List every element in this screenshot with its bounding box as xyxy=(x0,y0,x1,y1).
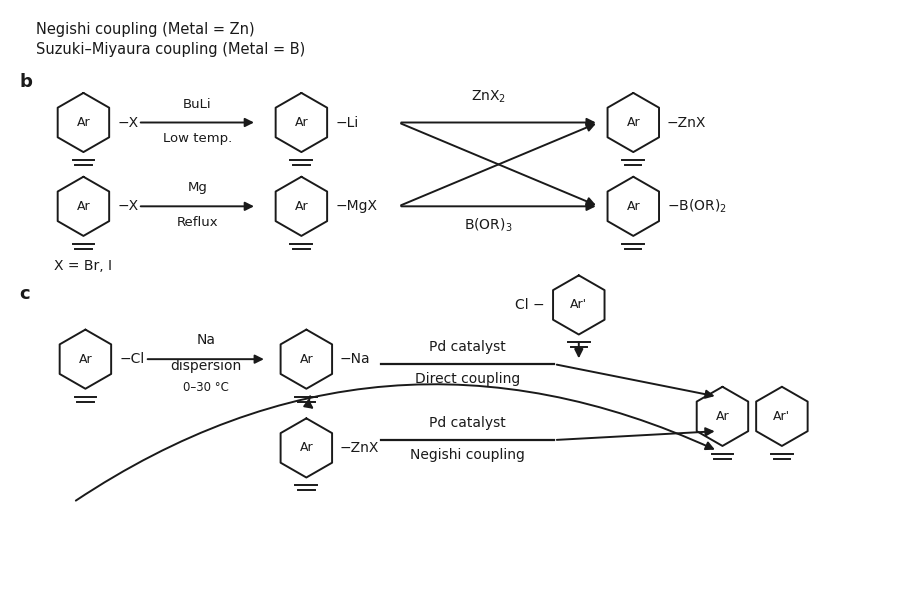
Text: Ar: Ar xyxy=(78,353,92,365)
Text: −B(OR)$_2$: −B(OR)$_2$ xyxy=(667,197,727,215)
Text: Pd catalyst: Pd catalyst xyxy=(429,416,506,430)
Text: Direct coupling: Direct coupling xyxy=(415,372,520,386)
FancyArrowPatch shape xyxy=(304,396,312,407)
Text: Ar: Ar xyxy=(626,116,640,129)
Text: dispersion: dispersion xyxy=(170,359,241,373)
Text: Ar': Ar' xyxy=(773,410,790,423)
Text: Cl −: Cl − xyxy=(516,298,545,312)
Text: Ar: Ar xyxy=(716,410,729,423)
Text: Ar': Ar' xyxy=(571,298,588,311)
Text: Negishi coupling (Metal = Zn): Negishi coupling (Metal = Zn) xyxy=(36,22,255,37)
FancyArrowPatch shape xyxy=(76,384,713,500)
Text: Ar: Ar xyxy=(300,353,313,365)
Text: Suzuki–Miyaura coupling (Metal = B): Suzuki–Miyaura coupling (Metal = B) xyxy=(36,41,305,56)
Text: ZnX$_2$: ZnX$_2$ xyxy=(471,88,506,105)
Text: Pd catalyst: Pd catalyst xyxy=(429,340,506,354)
Text: X = Br, I: X = Br, I xyxy=(54,259,112,272)
Text: Mg: Mg xyxy=(187,181,207,194)
Text: Low temp.: Low temp. xyxy=(163,133,232,145)
Text: Ar: Ar xyxy=(300,442,313,454)
Text: Ar: Ar xyxy=(76,116,90,129)
Text: −Li: −Li xyxy=(335,115,358,130)
Text: Ar: Ar xyxy=(294,200,308,213)
Text: Reflux: Reflux xyxy=(176,216,218,229)
Text: −X: −X xyxy=(117,199,139,214)
Text: B(OR)$_3$: B(OR)$_3$ xyxy=(464,216,513,233)
Text: −ZnX: −ZnX xyxy=(340,441,380,455)
Text: c: c xyxy=(19,285,30,303)
Text: Negishi coupling: Negishi coupling xyxy=(410,448,525,462)
Text: Na: Na xyxy=(196,334,215,347)
Text: Ar: Ar xyxy=(76,200,90,213)
Text: 0–30 °C: 0–30 °C xyxy=(183,381,229,394)
Text: −Cl: −Cl xyxy=(119,352,144,366)
Text: −ZnX: −ZnX xyxy=(667,115,706,130)
Text: −X: −X xyxy=(117,115,139,130)
Text: −MgX: −MgX xyxy=(335,199,377,214)
Text: −Na: −Na xyxy=(340,352,371,366)
Text: b: b xyxy=(19,73,32,91)
Text: Ar: Ar xyxy=(294,116,308,129)
Text: BuLi: BuLi xyxy=(183,98,212,110)
Text: Ar: Ar xyxy=(626,200,640,213)
